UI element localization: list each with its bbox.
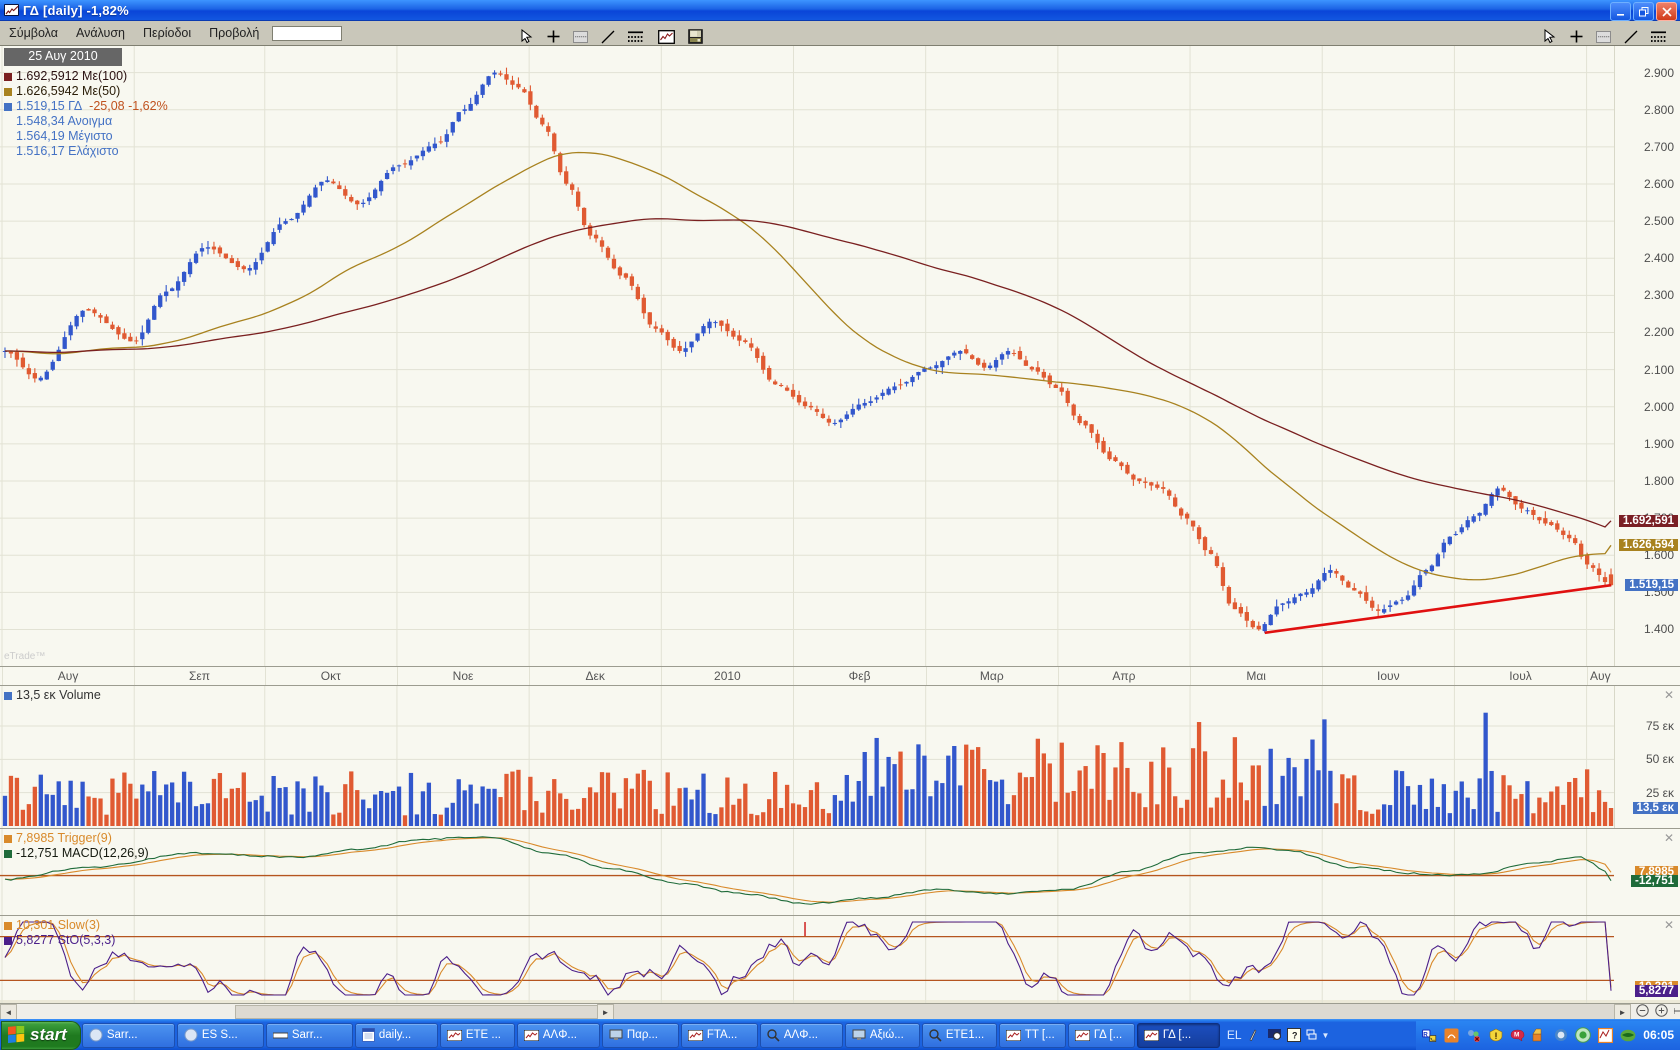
svg-text:M: M xyxy=(1514,1032,1519,1039)
svg-text:R: R xyxy=(1424,1031,1429,1038)
svg-text:?: ? xyxy=(1292,1031,1298,1041)
